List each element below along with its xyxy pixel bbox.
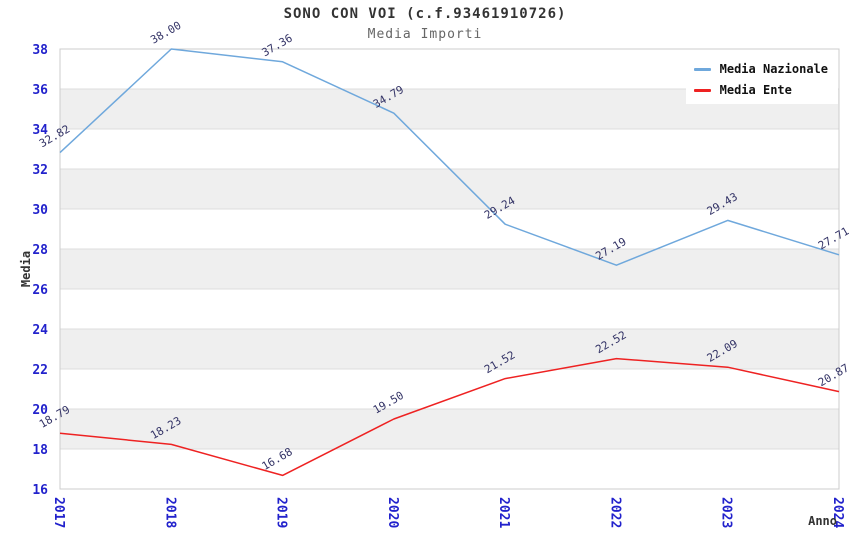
y-tick-label: 30	[32, 203, 48, 218]
y-tick-label: 22	[32, 363, 48, 378]
y-tick-label: 34	[32, 123, 48, 138]
series-line-media-ente	[59, 357, 840, 477]
legend-label: Media Nazionale	[719, 62, 828, 76]
media-ente-line-swatch	[693, 88, 711, 92]
x-tick-label: 2017	[51, 497, 66, 528]
media-nazionale-line-swatch	[693, 67, 711, 71]
value-label-media-nazionale: 37.36	[260, 32, 295, 60]
plot-border	[59, 48, 840, 490]
x-tick-label: 2020	[385, 497, 400, 528]
y-tick-label: 28	[32, 243, 48, 258]
y-tick-label: 36	[32, 83, 48, 98]
plot-band	[60, 409, 839, 449]
y-tick-label: 16	[32, 483, 48, 498]
y-tick-label: 26	[32, 283, 48, 298]
x-axis-title: Anno	[808, 514, 837, 528]
legend-label: Media Ente	[719, 83, 792, 97]
x-tick-label: 2021	[496, 497, 511, 528]
y-tick-label: 18	[32, 443, 48, 458]
plot-band	[60, 329, 839, 369]
chart-title: SONO CON VOI (c.f.93461910726)	[283, 6, 567, 22]
y-tick-label: 24	[32, 323, 48, 338]
legend-item-media-ente: Media Ente	[693, 83, 828, 97]
value-label-media-nazionale: 27.71	[816, 225, 850, 253]
x-tick-label: 2018	[162, 497, 177, 528]
x-tick-label: 2024	[830, 497, 845, 528]
plot-band	[60, 249, 839, 289]
legend: Media Nazionale Media Ente	[685, 55, 838, 104]
value-label-media-nazionale: 38.00	[148, 19, 183, 47]
legend-item-media-nazionale: Media Nazionale	[693, 62, 828, 76]
series-line-media-nazionale	[59, 48, 840, 266]
y-tick-label: 32	[32, 163, 48, 178]
chart-subtitle: Media Importi	[367, 27, 483, 42]
x-tick-label: 2022	[607, 497, 622, 528]
plot-band	[60, 169, 839, 209]
y-axis-title: Media	[19, 250, 34, 288]
y-tick-label: 20	[32, 403, 48, 418]
y-tick-label: 38	[32, 43, 48, 58]
x-tick-label: 2019	[274, 497, 289, 528]
x-tick-label: 2023	[719, 497, 734, 528]
